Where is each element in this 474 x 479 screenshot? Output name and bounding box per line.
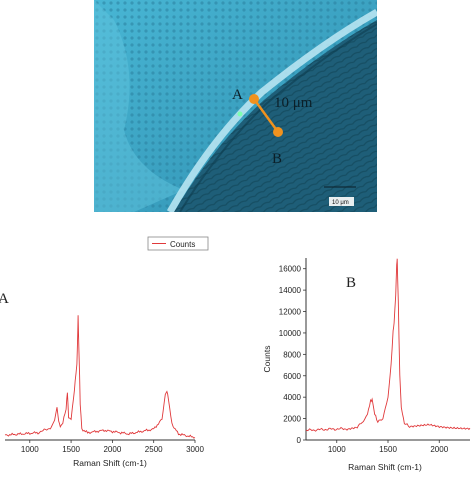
microscope-image: A B 10 μm 10 μm: [94, 0, 379, 214]
x-axis-label-b: Raman Shift (cm-1): [348, 462, 422, 472]
plot-area-a: 1000 1500 2000 2500 3000: [4, 315, 204, 454]
x-tick-label-a: 1500: [62, 445, 80, 454]
micro-boundary-edge: [179, 23, 378, 213]
x-tick-label-a: 2500: [145, 445, 163, 454]
micro-fiber-texture: [174, 20, 377, 212]
point-b-label: B: [272, 151, 282, 167]
point-a-marker: [249, 94, 259, 104]
measurement-line: [252, 98, 280, 133]
micro-boundary-band: [166, 8, 379, 214]
spectrum-a-chart: Counts A Raman Shift (cm-1) 1000 1500 2000…: [0, 230, 220, 474]
y-tick-label-b: 8000: [283, 350, 301, 359]
scalebar-text: 10 μm: [332, 200, 349, 206]
x-tick-label-a: 1000: [21, 445, 39, 454]
spectrum-b-chart: B Counts Raman Shift (cm-1) 0 2000 4000 600…: [258, 240, 474, 474]
spectrum-a-svg: Counts A Raman Shift (cm-1) 1000 1500 2000…: [0, 236, 209, 468]
micro-green-spot: [237, 111, 243, 117]
panel-label-b: B: [346, 275, 356, 291]
plot-area-b: 0 2000 4000 6000 8000 10000 12000 14000 16000 100…: [279, 258, 471, 454]
point-a-label: A: [232, 87, 243, 103]
spectrum-b-svg: B Counts Raman Shift (cm-1) 0 2000 4000 600…: [262, 258, 471, 472]
x-axis-label-a: Raman Shift (cm-1): [73, 458, 147, 468]
y-tick-label-b: 14000: [279, 286, 302, 295]
y-tick-label-b: 16000: [279, 265, 302, 274]
scalebar-box: [329, 197, 354, 206]
y-tick-label-b: 10000: [279, 329, 302, 338]
point-b-marker: [273, 127, 283, 137]
panel-label-a: A: [0, 291, 9, 307]
x-tick-label-a: 2000: [103, 445, 121, 454]
y-tick-label-b: 4000: [283, 393, 301, 402]
x-tick-label-a: 3000: [186, 445, 204, 454]
legend-box: [147, 236, 209, 251]
spectrum-line-b: [305, 258, 471, 432]
micro-light-region: [94, 0, 184, 212]
spectrum-line-a: [4, 315, 196, 439]
y-axis-label-b: Counts: [262, 346, 272, 373]
y-tick-label-b: 0: [297, 436, 302, 445]
y-tick-label-b: 2000: [283, 415, 301, 424]
y-tick-label-b: 6000: [283, 372, 301, 381]
x-tick-label-b: 1000: [328, 445, 346, 454]
scale-text: 10 μm: [274, 95, 313, 111]
y-tick-label-b: 12000: [279, 308, 302, 317]
x-tick-label-b: 1500: [379, 445, 397, 454]
microscope-svg: A B 10 μm 10 μm: [94, 0, 379, 214]
x-tick-label-b: 2000: [430, 445, 448, 454]
legend-label: Counts: [170, 240, 195, 249]
